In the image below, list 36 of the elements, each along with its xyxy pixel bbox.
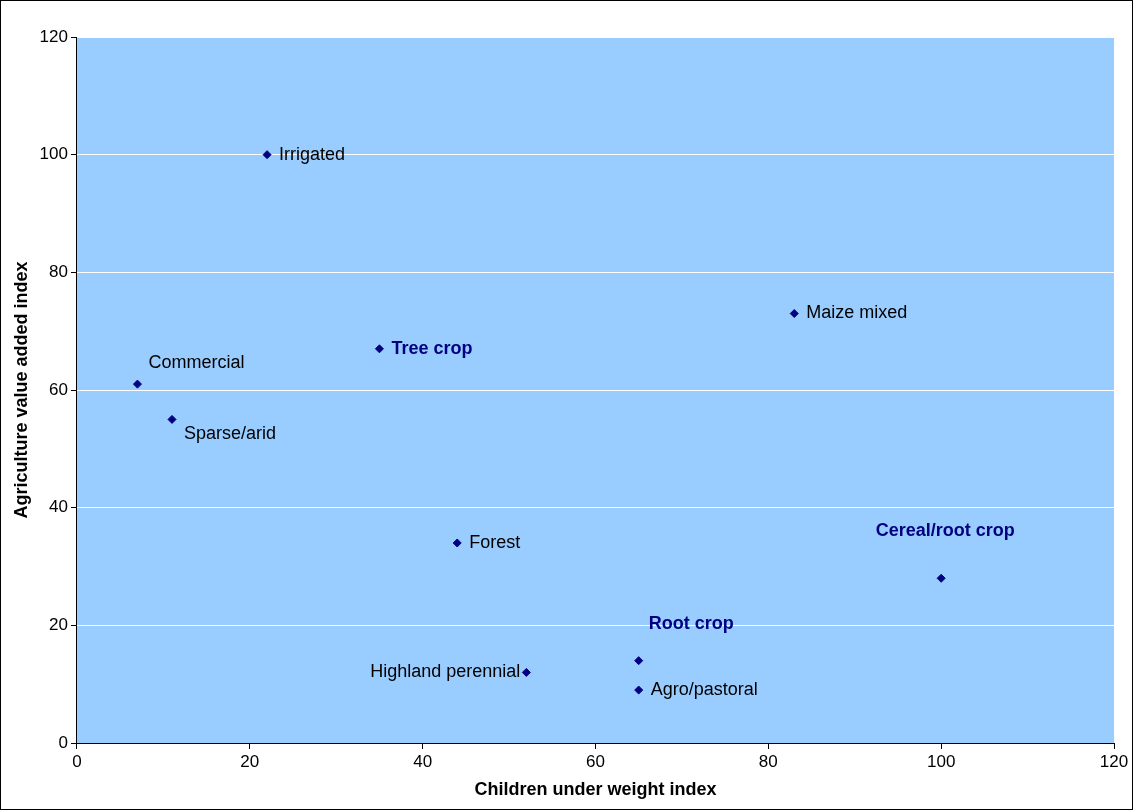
y-tick-label: 100 bbox=[39, 144, 68, 164]
point bbox=[374, 344, 384, 354]
y-tick-label: 0 bbox=[58, 732, 68, 752]
data-label: Cereal/root crop bbox=[875, 520, 1015, 541]
x-tick-label: 100 bbox=[926, 751, 956, 771]
point bbox=[936, 573, 946, 583]
data-label: Irrigated bbox=[279, 143, 346, 164]
point bbox=[789, 309, 799, 319]
y-tick-label: 60 bbox=[49, 379, 68, 399]
data-label: Commercial bbox=[148, 352, 245, 373]
data-label: Sparse/arid bbox=[184, 423, 277, 444]
y-tick-label: 80 bbox=[49, 262, 68, 282]
data-label: Root crop bbox=[648, 612, 734, 633]
data-label: Forest bbox=[469, 531, 521, 552]
point bbox=[634, 656, 644, 666]
point bbox=[634, 685, 644, 695]
x-tick-label: 20 bbox=[240, 751, 260, 771]
data-label: Tree crop bbox=[391, 337, 473, 358]
y-tick-label: 40 bbox=[49, 497, 68, 517]
point bbox=[167, 414, 177, 424]
data-label: Agro/pastoral bbox=[650, 679, 758, 700]
point bbox=[452, 538, 462, 548]
y-axis-title: Agriculture value added index bbox=[10, 261, 31, 519]
x-axis-title: Children under weight index bbox=[474, 779, 717, 800]
y-tick-label: 20 bbox=[49, 615, 68, 635]
x-tick-label: 80 bbox=[758, 751, 778, 771]
point bbox=[521, 667, 531, 677]
y-tick-label: 120 bbox=[39, 26, 68, 46]
data-label: Maize mixed bbox=[806, 302, 908, 323]
x-tick-label: 40 bbox=[413, 751, 433, 771]
x-tick-label: 120 bbox=[1099, 751, 1129, 771]
data-label: Highland perennial bbox=[370, 661, 521, 682]
x-tick-label: 60 bbox=[586, 751, 605, 771]
point bbox=[132, 379, 142, 389]
x-tick-label: 0 bbox=[72, 751, 82, 771]
point bbox=[262, 150, 272, 160]
